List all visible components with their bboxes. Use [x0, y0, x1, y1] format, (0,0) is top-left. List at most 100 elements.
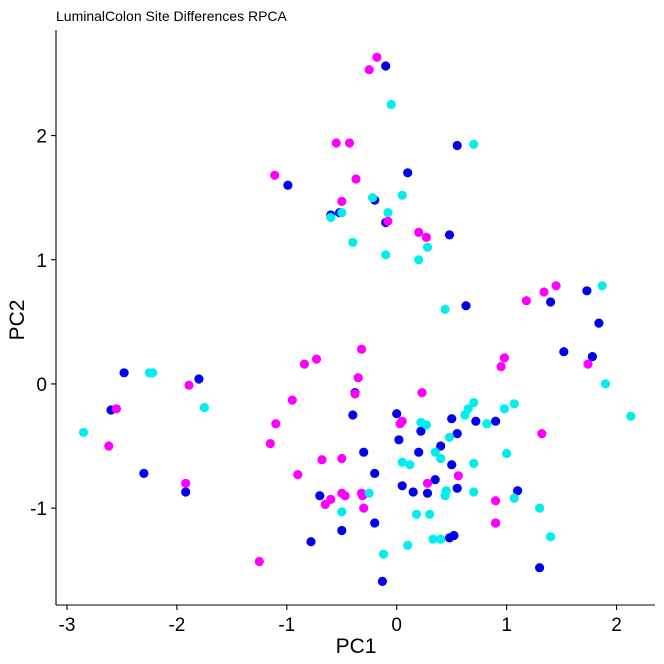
data-point-blue-9 — [461, 301, 471, 311]
data-point-cyan-4 — [383, 208, 393, 218]
data-point-blue-10 — [546, 297, 556, 307]
y-tick-label: 1 — [36, 251, 47, 272]
data-point-cyan-41 — [425, 509, 435, 519]
data-point-cyan-6 — [337, 208, 347, 218]
data-point-magenta-28 — [496, 362, 506, 372]
data-point-magenta-40 — [340, 491, 350, 501]
data-point-cyan-21 — [397, 457, 407, 467]
data-point-cyan-25 — [444, 432, 455, 442]
data-point-cyan-23 — [430, 447, 440, 457]
data-point-cyan-45 — [509, 493, 519, 503]
data-point-cyan-27 — [463, 404, 473, 414]
data-point-magenta-4 — [270, 170, 280, 180]
data-point-blue-36 — [408, 487, 418, 497]
data-point-magenta-46 — [491, 518, 501, 528]
x-tick-label: 0 — [391, 615, 402, 636]
data-point-magenta-2 — [331, 138, 341, 148]
data-point-blue-37 — [422, 488, 433, 498]
data-point-blue-1 — [403, 168, 413, 178]
data-point-blue-30 — [394, 435, 404, 445]
data-point-magenta-13 — [583, 359, 593, 369]
data-point-cyan-9 — [422, 242, 433, 252]
data-point-blue-32 — [436, 441, 446, 451]
data-point-cyan-38 — [364, 488, 374, 498]
data-point-cyan-1 — [469, 139, 479, 149]
data-point-cyan-16 — [144, 368, 154, 378]
data-point-magenta-32 — [293, 470, 303, 480]
data-point-cyan-32 — [502, 448, 512, 459]
data-point-blue-24 — [452, 429, 462, 439]
data-point-cyan-42 — [428, 534, 438, 544]
data-point-magenta-1 — [364, 65, 374, 75]
data-point-cyan-43 — [436, 534, 446, 544]
data-point-cyan-0 — [386, 99, 396, 110]
data-point-blue-17 — [194, 374, 204, 384]
data-point-cyan-22 — [405, 460, 415, 470]
x-tick-label: -3 — [59, 615, 76, 636]
data-point-blue-39 — [513, 486, 523, 496]
data-point-blue-13 — [559, 347, 569, 357]
data-point-blue-27 — [491, 416, 501, 426]
data-point-magenta-27 — [499, 353, 509, 363]
data-point-blue-34 — [430, 475, 440, 485]
data-point-cyan-11 — [440, 304, 450, 314]
data-point-cyan-31 — [509, 399, 519, 409]
data-point-cyan-24 — [436, 453, 446, 464]
data-point-magenta-8 — [414, 227, 424, 237]
data-point-magenta-6 — [337, 196, 347, 206]
data-point-magenta-29 — [417, 388, 427, 398]
data-point-blue-12 — [594, 318, 604, 328]
data-point-magenta-30 — [317, 455, 327, 465]
data-point-cyan-5 — [326, 212, 336, 223]
data-point-cyan-12 — [597, 281, 607, 291]
data-points — [78, 52, 636, 587]
data-point-magenta-11 — [521, 296, 532, 306]
data-point-blue-23 — [416, 426, 426, 436]
data-point-magenta-9 — [421, 232, 431, 242]
data-point-blue-7 — [444, 230, 455, 240]
data-point-cyan-2 — [397, 190, 407, 200]
data-point-magenta-24 — [104, 441, 114, 451]
data-point-blue-47 — [535, 563, 545, 573]
data-point-magenta-36 — [422, 478, 433, 488]
x-tick-label: -2 — [168, 615, 185, 636]
data-point-cyan-33 — [469, 458, 479, 468]
data-point-cyan-18 — [78, 427, 89, 437]
data-point-cyan-8 — [381, 250, 391, 260]
data-point-cyan-28 — [469, 398, 479, 408]
data-point-blue-20 — [348, 410, 358, 420]
data-point-blue-26 — [471, 416, 481, 426]
data-point-magenta-41 — [320, 499, 330, 509]
data-point-blue-40 — [315, 491, 325, 501]
data-point-magenta-45 — [491, 496, 501, 506]
y-axis-ticks: -1 0 1 2 — [30, 127, 56, 520]
data-point-cyan-37 — [337, 507, 347, 517]
y-tick-label: 0 — [36, 375, 47, 396]
data-point-magenta-21 — [265, 439, 275, 449]
data-point-blue-38 — [452, 483, 462, 493]
data-point-blue-43 — [370, 518, 380, 528]
data-point-magenta-25 — [181, 478, 191, 488]
data-point-magenta-35 — [453, 471, 463, 481]
x-tick-label: 2 — [611, 615, 622, 636]
data-point-blue-19 — [181, 487, 191, 497]
data-point-blue-28 — [359, 447, 369, 457]
data-point-blue-15 — [119, 368, 129, 378]
data-point-blue-42 — [306, 537, 316, 547]
data-point-magenta-17 — [287, 395, 297, 405]
data-point-blue-2 — [283, 180, 293, 190]
data-point-magenta-10 — [551, 281, 561, 291]
data-point-cyan-34 — [469, 487, 479, 497]
data-point-cyan-13 — [600, 379, 611, 389]
data-point-magenta-31 — [337, 453, 347, 464]
y-tick-label: 2 — [36, 127, 47, 148]
chart-title: LuminalColon Site Differences RPCA — [56, 8, 288, 24]
data-point-magenta-0 — [372, 52, 382, 62]
data-point-magenta-26 — [254, 556, 264, 567]
data-point-cyan-29 — [482, 419, 492, 429]
data-point-magenta-5 — [351, 174, 361, 184]
data-point-blue-33 — [447, 460, 457, 470]
x-axis-ticks: -3 -2 -1 0 1 2 — [59, 605, 622, 636]
data-point-cyan-44 — [378, 549, 389, 559]
